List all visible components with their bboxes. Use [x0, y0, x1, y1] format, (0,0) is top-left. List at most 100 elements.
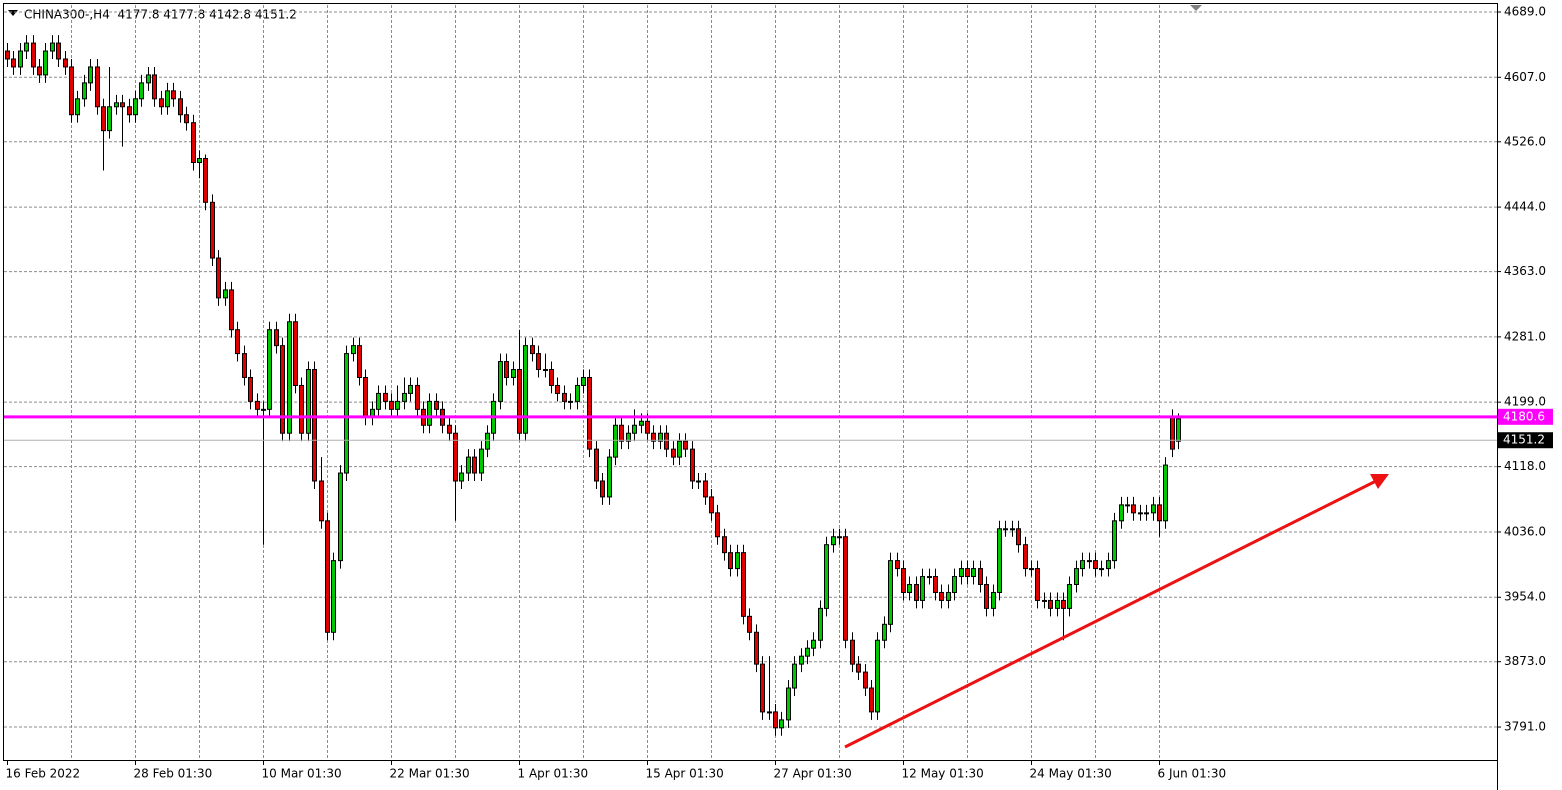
candle-body — [338, 472, 343, 562]
candle-body — [427, 400, 432, 426]
candle-body — [863, 671, 868, 689]
candle-body — [600, 480, 605, 498]
candle-body — [1131, 504, 1136, 514]
candle-body — [895, 560, 900, 570]
candle-body — [946, 591, 951, 601]
candle-body — [107, 106, 112, 132]
arrow-head — [1370, 474, 1389, 489]
candle-body — [63, 58, 68, 68]
candle-body — [754, 631, 759, 665]
candle-body — [139, 82, 144, 100]
candle-body — [741, 552, 746, 617]
x-tick-label: 12 May 01:30 — [902, 767, 984, 781]
candle-body — [1138, 512, 1143, 515]
x-tick-label: 10 Mar 01:30 — [262, 767, 342, 781]
candle-body — [152, 74, 157, 100]
candle-body — [171, 90, 176, 100]
candle-body — [1048, 599, 1053, 609]
x-tick-label: 28 Feb 01:30 — [134, 767, 213, 781]
candle-body — [88, 66, 93, 84]
candle-body — [786, 687, 791, 721]
candle-body — [223, 289, 228, 299]
candle-body — [709, 496, 714, 514]
candle-body — [203, 158, 208, 203]
candle-body — [415, 384, 420, 410]
candle-body — [37, 66, 42, 76]
candle-body — [1163, 464, 1168, 522]
candle-body — [408, 384, 413, 394]
candle-body — [568, 400, 573, 403]
candle-body — [703, 480, 708, 498]
candle-body — [536, 353, 541, 371]
x-tick-label: 6 Jun 01:30 — [1158, 767, 1227, 781]
candle-body — [127, 106, 132, 116]
candle-body — [1087, 560, 1092, 563]
candle-body — [613, 424, 618, 458]
candle-body — [472, 456, 477, 474]
price-badge-label: 4151.2 — [1503, 433, 1545, 447]
candle-body — [299, 384, 304, 434]
candle-body — [914, 584, 919, 601]
candle-body — [728, 552, 733, 570]
candle-body — [1119, 504, 1124, 522]
candle-body — [114, 102, 119, 108]
candle-body — [1080, 560, 1085, 570]
candle-body — [75, 98, 80, 116]
candle-body — [101, 106, 106, 132]
candle-body — [159, 98, 164, 108]
candle-body — [907, 584, 912, 593]
candle-body — [1029, 568, 1034, 571]
candle-body — [133, 98, 138, 116]
candle-body — [1144, 512, 1149, 515]
candle-body — [933, 576, 938, 593]
x-tick-label: 16 Feb 2022 — [6, 767, 81, 781]
candle-body — [389, 400, 394, 410]
candle-body — [235, 329, 240, 355]
candle-body — [747, 615, 752, 633]
y-tick-label: 4607.0 — [1504, 70, 1546, 84]
candle-body — [677, 440, 682, 458]
candle-body — [671, 448, 676, 458]
candle-body — [965, 568, 970, 578]
candle-body — [248, 376, 253, 402]
candle-body — [837, 536, 842, 539]
candle-body — [1035, 568, 1040, 601]
candle-body — [639, 420, 644, 426]
y-tick-label: 3873.0 — [1504, 654, 1546, 668]
candle-body — [453, 432, 458, 482]
y-tick-label: 3791.0 — [1504, 720, 1546, 734]
candle-body — [626, 432, 631, 442]
candle-body — [184, 114, 189, 124]
y-tick-label: 4118.0 — [1504, 459, 1546, 473]
chart-header: CHINA300-,H4 4177.8 4177.8 4142.8 4151.2 — [24, 8, 297, 22]
y-tick-label: 4363.0 — [1504, 264, 1546, 278]
candle-body — [991, 591, 996, 609]
candle-body — [24, 42, 29, 52]
candle-body — [287, 321, 292, 434]
candle-body — [850, 639, 855, 665]
candle-body — [818, 607, 823, 641]
candle-body — [1067, 584, 1072, 609]
candle-body — [927, 576, 932, 579]
candle-body — [120, 102, 125, 108]
y-tick-label: 4281.0 — [1504, 329, 1546, 343]
candle-body — [651, 432, 656, 442]
candle-body — [632, 424, 637, 434]
candle-body — [459, 472, 464, 482]
shift-marker — [1190, 5, 1202, 11]
candle-body — [562, 392, 567, 402]
candle-body — [267, 329, 272, 410]
candle-body — [760, 663, 765, 713]
y-tick-label: 4526.0 — [1504, 134, 1546, 148]
candle-body — [824, 544, 829, 609]
candle-body — [587, 376, 592, 450]
candle-body — [261, 408, 266, 411]
candle-body — [383, 392, 388, 402]
candle-body — [306, 369, 311, 434]
candle-body — [191, 122, 196, 163]
price-badge-label: 4180.6 — [1503, 409, 1545, 423]
candle-body — [959, 568, 964, 578]
x-tick-label: 1 Apr 01:30 — [518, 767, 589, 781]
candle-body — [575, 384, 580, 402]
